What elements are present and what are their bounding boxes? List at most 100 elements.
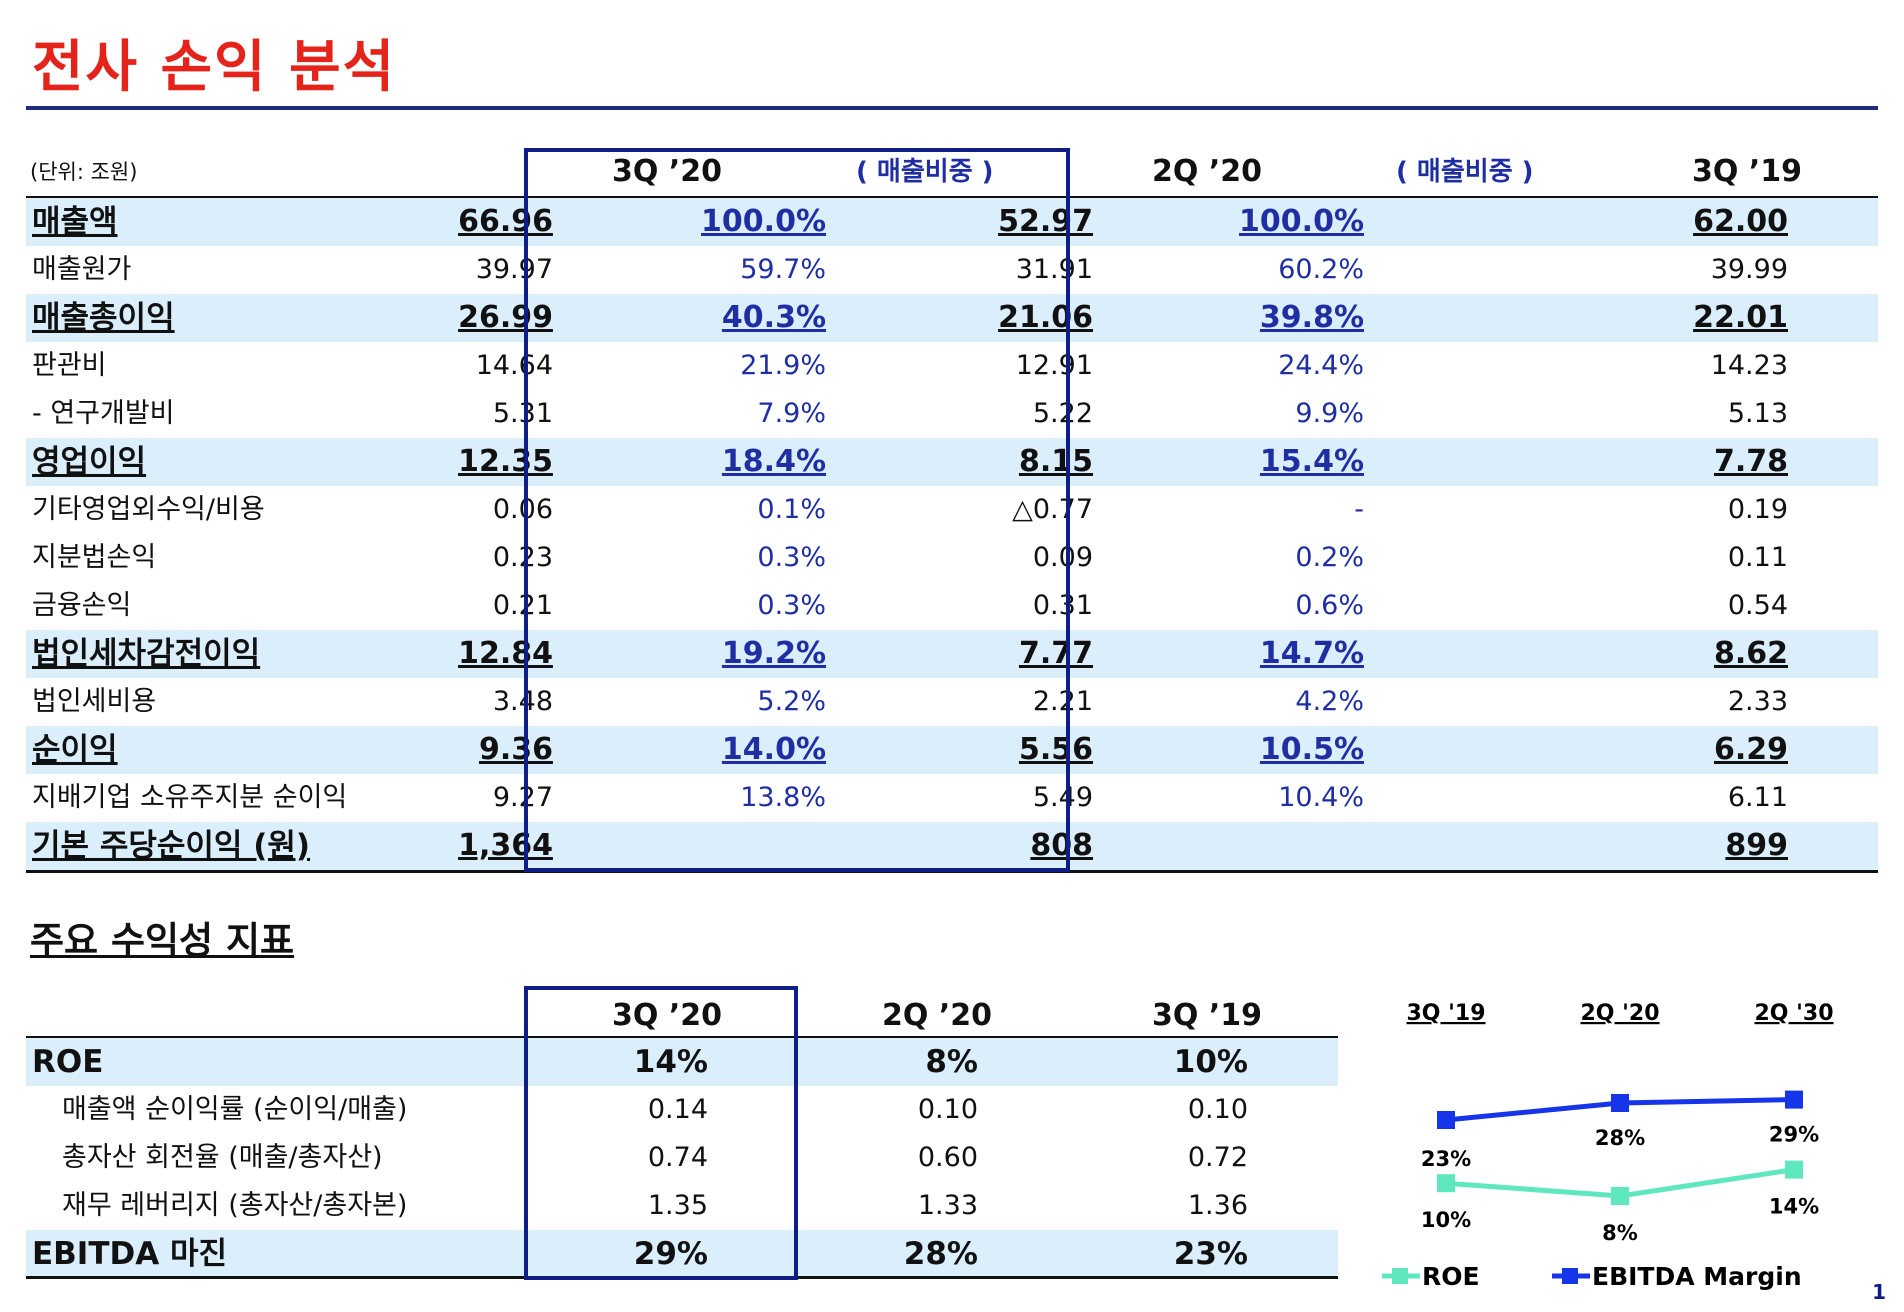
value-3q19: 62.00 — [1693, 204, 1788, 239]
highlight-box-3q20 — [524, 148, 1070, 872]
kpi-label: 총자산 회전율 (매출/총자산) — [62, 1142, 383, 1173]
data-label: 8% — [1602, 1221, 1638, 1245]
kpi-row: 총자산 회전율 (매출/총자산) 0.74 0.60 0.72 — [26, 1134, 1338, 1182]
kpi-value-3q19: 0.10 — [1187, 1094, 1248, 1125]
kpi-row: EBITDA 마진 29% 28% 23% — [26, 1230, 1338, 1278]
data-point-marker — [1437, 1111, 1455, 1129]
row-label: 법인세차감전이익 — [32, 636, 261, 672]
header-3q19: 3Q ’19 — [1692, 154, 1802, 189]
value-3q20: 12.84 — [458, 636, 553, 671]
data-point-marker — [1437, 1174, 1455, 1193]
kpi-label: 매출액 순이익률 (순이익/매출) — [62, 1094, 408, 1125]
row-label: 기타영업외수익/비용 — [32, 494, 265, 525]
header-2q20: 2Q ’20 — [1152, 154, 1262, 189]
kpi-value-2q20: 0.10 — [917, 1094, 978, 1125]
value-3q20: 0.23 — [492, 542, 553, 573]
value-3q19: 8.62 — [1713, 636, 1788, 671]
value-2q20: 31.91 — [1015, 254, 1093, 285]
value-3q20: 0.21 — [492, 590, 553, 621]
share-2q20: 100.0% — [1239, 204, 1364, 239]
legend-marker — [1562, 1268, 1578, 1284]
kpi-value-3q19: 23% — [1173, 1236, 1248, 1272]
value-3q19: 5.13 — [1727, 398, 1788, 429]
data-label: 28% — [1595, 1126, 1645, 1150]
data-label: 29% — [1769, 1123, 1819, 1147]
value-3q19: 6.11 — [1727, 782, 1788, 813]
value-3q20: 9.36 — [478, 732, 553, 767]
value-3q19: 0.54 — [1727, 590, 1788, 621]
value-3q20: 66.96 — [458, 204, 553, 239]
value-2q20: 7.77 — [1018, 636, 1093, 671]
share-2q20: 14.7% — [1259, 636, 1364, 671]
value-3q19: 0.11 — [1727, 542, 1788, 573]
share-3q20: 19.2% — [721, 636, 826, 671]
share-2q20: 24.4% — [1278, 350, 1364, 381]
income-row: 법인세비용 3.48 5.2% 2.21 4.2% 2.33 — [26, 678, 1878, 726]
share-2q20: 10.4% — [1278, 782, 1364, 813]
header-share-3q20: ( 매출비중 ) — [856, 157, 994, 187]
data-label: 10% — [1421, 1208, 1471, 1232]
data-label: 14% — [1769, 1195, 1819, 1219]
kpi-value-2q20: 1.33 — [917, 1190, 978, 1221]
header-share-2q20: ( 매출비중 ) — [1396, 157, 1534, 187]
value-3q19: 7.78 — [1713, 444, 1788, 479]
share-2q20: 9.9% — [1295, 398, 1364, 429]
row-label: - 연구개발비 — [32, 398, 175, 429]
kpi-value-3q19: 10% — [1173, 1044, 1248, 1080]
value-2q20: 8.15 — [1018, 444, 1093, 479]
value-3q20: 5.31 — [492, 398, 553, 429]
kpi-header-3q20: 3Q ’20 — [612, 998, 722, 1033]
kpi-value-3q20: 0.14 — [647, 1094, 708, 1125]
income-row: - 연구개발비 5.31 7.9% 5.22 9.9% 5.13 — [26, 390, 1878, 438]
value-3q19: 14.23 — [1710, 350, 1788, 381]
value-2q20: 2.21 — [1032, 686, 1093, 717]
row-label: 매출액 — [32, 204, 118, 240]
kpi-label: ROE — [32, 1044, 104, 1080]
value-3q20: 0.06 — [492, 494, 553, 525]
value-3q20: 9.27 — [492, 782, 553, 813]
data-point-marker — [1785, 1090, 1803, 1109]
share-2q20: 15.4% — [1259, 444, 1364, 479]
income-row: 지배기업 소유주지분 순이익 9.27 13.8% 5.49 10.4% 6.11 — [26, 774, 1878, 822]
value-3q19: 0.19 — [1727, 494, 1788, 525]
data-point-marker — [1611, 1094, 1629, 1112]
value-3q20: 26.99 — [458, 300, 553, 335]
header-3q20: 3Q ’20 — [612, 154, 722, 189]
row-label: 법인세비용 — [32, 686, 157, 717]
value-3q20: 39.97 — [475, 254, 553, 285]
legend-marker — [1392, 1268, 1408, 1284]
value-3q19: 22.01 — [1693, 300, 1788, 335]
kpi-value-2q20: 28% — [903, 1236, 978, 1272]
kpi-value-3q20: 1.35 — [647, 1190, 708, 1221]
data-point-marker — [1785, 1160, 1803, 1179]
page-title: 전사 손익 분석 — [32, 35, 397, 100]
kpi-value-3q20: 29% — [633, 1236, 708, 1272]
share-3q20: 0.3% — [757, 542, 826, 573]
title-divider — [26, 106, 1878, 110]
share-2q20: 4.2% — [1295, 686, 1364, 717]
share-3q20: 18.4% — [721, 444, 826, 479]
row-label: 영업이익 — [32, 444, 147, 480]
unit-label: (단위: 조원) — [30, 160, 138, 184]
legend-label: ROE — [1422, 1262, 1480, 1291]
chart-category-label: 2Q '30 — [1754, 1001, 1833, 1026]
kpi-row: 매출액 순이익률 (순이익/매출) 0.14 0.10 0.10 — [26, 1086, 1338, 1134]
share-2q20: 10.5% — [1259, 732, 1364, 767]
income-row: 금융손익 0.21 0.3% 0.31 0.6% 0.54 — [26, 582, 1878, 630]
kpi-header-rule — [26, 1036, 1338, 1039]
value-3q19: 6.29 — [1713, 732, 1788, 767]
share-2q20: 0.6% — [1295, 590, 1364, 621]
value-2q20: 0.09 — [1032, 542, 1093, 573]
value-2q20: 5.56 — [1018, 732, 1093, 767]
share-3q20: 14.0% — [721, 732, 826, 767]
row-label: 기본 주당순이익 (원) — [32, 828, 311, 864]
kpi-value-3q19: 1.36 — [1187, 1190, 1248, 1221]
income-row: 기본 주당순이익 (원) 1,364 808 899 — [26, 822, 1878, 870]
income-row: 매출원가 39.97 59.7% 31.91 60.2% 39.99 — [26, 246, 1878, 294]
income-row: 매출총이익 26.99 40.3% 21.06 39.8% 22.01 — [26, 294, 1878, 342]
kpi-header-2q20: 2Q ’20 — [882, 998, 992, 1033]
income-row: 영업이익 12.35 18.4% 8.15 15.4% 7.78 — [26, 438, 1878, 486]
share-3q20: 5.2% — [757, 686, 826, 717]
value-2q20: 21.06 — [998, 300, 1093, 335]
income-row: 순이익 9.36 14.0% 5.56 10.5% 6.29 — [26, 726, 1878, 774]
